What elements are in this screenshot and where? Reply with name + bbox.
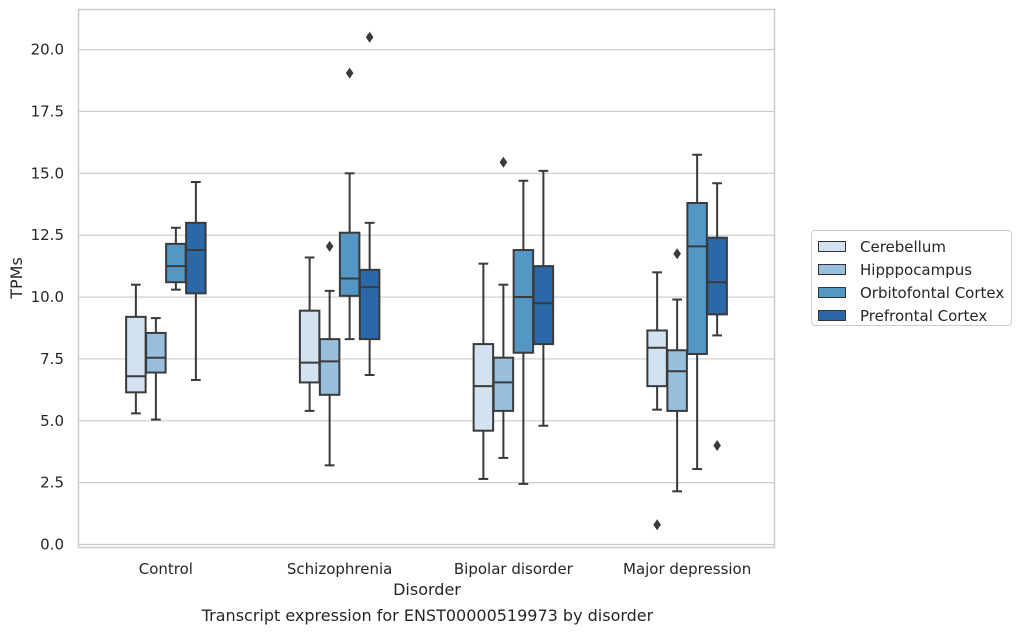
legend-swatch [818, 287, 846, 298]
legend-label: Cerebellum [860, 237, 946, 256]
box-iqr [338, 231, 361, 297]
box-iqr [646, 329, 668, 388]
y-tick-label: 10.0 [31, 288, 64, 306]
y-tick-label: 20.0 [31, 41, 64, 59]
x-tick-label: Bipolar disorder [454, 560, 574, 578]
legend-swatch [818, 310, 846, 321]
series-cerebellum [125, 256, 668, 531]
outlier-point [499, 156, 508, 168]
box-iqr [472, 343, 495, 432]
legend-label: Hipppocampus [860, 260, 973, 279]
y-tick-label: 15.0 [31, 164, 64, 182]
box-iqr [706, 236, 728, 316]
x-axis-ticks: Control Schizophrenia Bipolar disorder Majo… [139, 560, 751, 578]
legend-item: Prefrontal Cortex [818, 304, 1011, 327]
y-tick-label: 0.0 [40, 536, 64, 554]
legend-swatch [818, 264, 846, 275]
legend-item: Orbitofontal Cortex [818, 281, 1011, 304]
plot-frame [77, 8, 776, 549]
gridlines [79, 48, 774, 546]
y-tick-label: 7.5 [40, 350, 64, 368]
outlier-point [365, 31, 374, 43]
box-iqr [318, 338, 341, 396]
legend: Cerebellum Hipppocampus Orbitofontal Corte… [811, 230, 1012, 326]
series-prefrontal-cortex [185, 31, 728, 452]
x-tick-label: Control [139, 560, 193, 578]
x-tick-label: Major depression [623, 560, 751, 578]
series-orbitofontal-cortex [165, 67, 708, 485]
series-hipppocampus [145, 156, 688, 493]
y-tick-label: 17.5 [31, 102, 64, 120]
outlier-point [653, 519, 661, 531]
box-iqr [532, 265, 555, 346]
box-iqr [686, 202, 708, 355]
legend-label: Orbitofontal Cortex [860, 283, 1005, 302]
legend-label: Prefrontal Cortex [860, 306, 988, 325]
outlier-point [713, 440, 721, 452]
y-axis-title: TPMs [7, 257, 26, 300]
box-iqr [185, 221, 207, 295]
legend-swatch [818, 241, 846, 252]
x-axis-title: Disorder [393, 580, 461, 599]
box-iqr [492, 356, 515, 412]
legend-item: Hipppocampus [818, 258, 1011, 281]
outlier-point [325, 240, 334, 252]
y-axis-ticks: 0.0 2.5 5.0 7.5 10.0 12.5 15.0 17.5 20.0 [31, 41, 64, 554]
legend-item: Cerebellum [818, 235, 1011, 258]
box-iqr [145, 331, 167, 374]
outlier-point [345, 67, 354, 79]
box-plot-series [125, 31, 728, 531]
box-iqr [298, 309, 321, 384]
y-tick-label: 2.5 [40, 474, 64, 492]
y-tick-label: 12.5 [31, 226, 64, 244]
box-iqr [125, 315, 147, 394]
box-iqr [165, 242, 187, 284]
box-iqr [666, 349, 688, 412]
y-tick-label: 5.0 [40, 412, 64, 430]
box-iqr [358, 268, 381, 341]
outlier-point [673, 248, 681, 260]
chart-caption: Transcript expression for ENST0000051997… [201, 606, 654, 625]
x-tick-label: Schizophrenia [287, 560, 392, 578]
box-iqr [512, 249, 535, 354]
